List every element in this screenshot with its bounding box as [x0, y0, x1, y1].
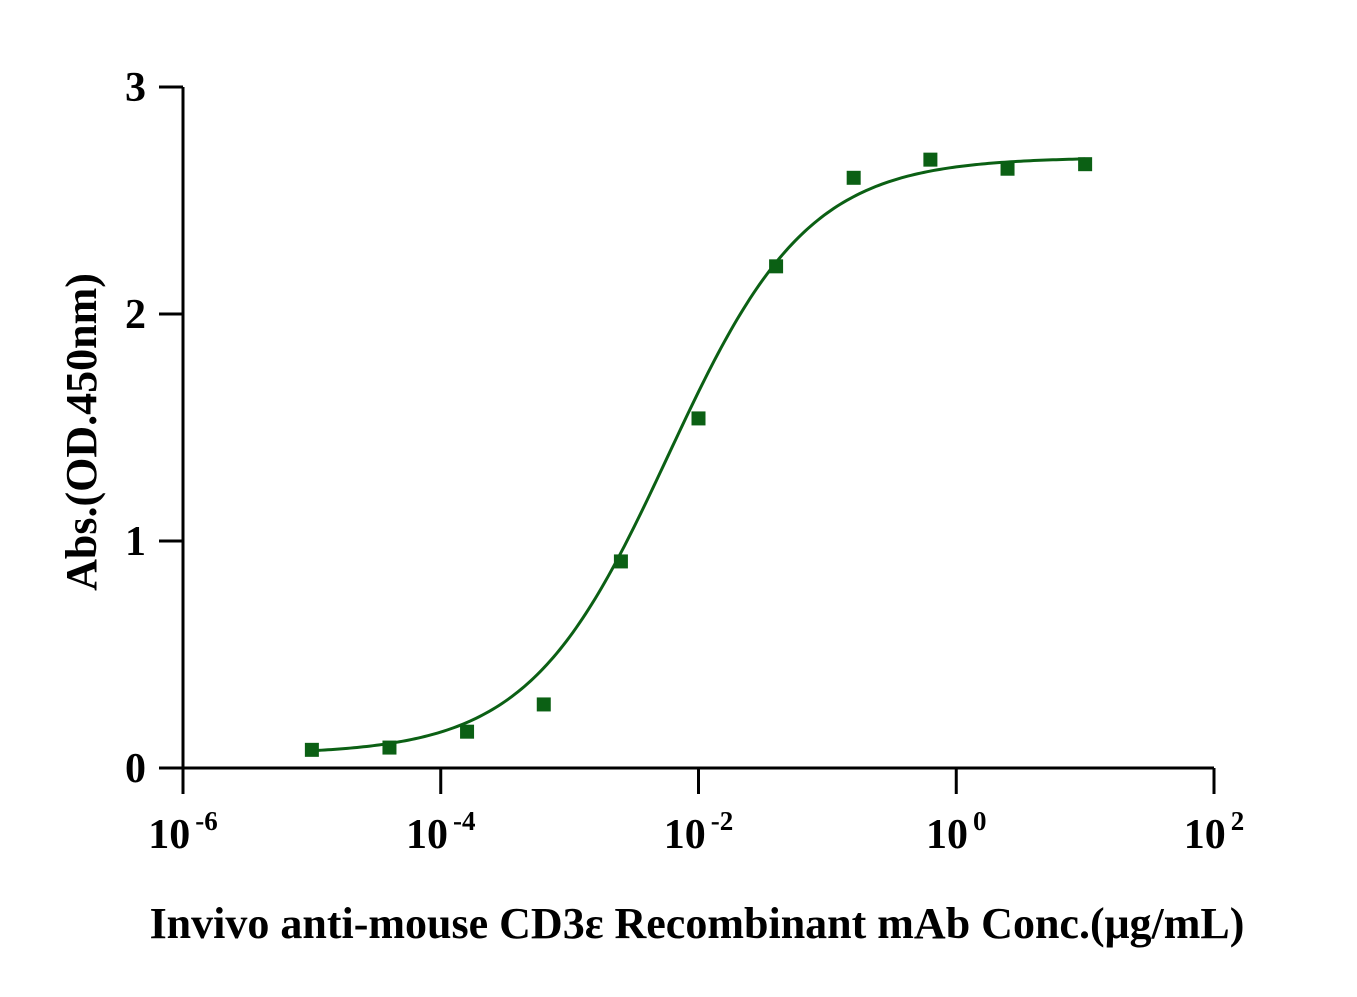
- x-tick-exponent: -6: [195, 806, 218, 836]
- x-tick-label: 10 -2: [664, 806, 734, 858]
- x-tick-exponent: -2: [711, 806, 734, 836]
- data-point: [691, 411, 706, 426]
- x-tick-label: 10 -4: [406, 806, 476, 858]
- data-point: [460, 724, 475, 739]
- plot-area: [304, 152, 1093, 757]
- y-tick-label: 0: [125, 746, 146, 792]
- data-point: [1000, 161, 1015, 176]
- x-tick-base: 10: [406, 812, 448, 858]
- x-tick-base: 10: [1184, 812, 1226, 858]
- y-tick-label: 1: [125, 519, 146, 565]
- x-tick-exponent: 0: [973, 806, 987, 836]
- data-point: [846, 170, 861, 185]
- y-tick-label: 3: [125, 65, 146, 111]
- data-point: [1078, 157, 1093, 172]
- x-tick-exponent: 2: [1231, 806, 1245, 836]
- x-axis-title: Invivo anti-mouse CD3ε Recombinant mAb C…: [150, 899, 1245, 948]
- x-tick-label: 10 0: [926, 806, 987, 858]
- x-tick-exponent: -4: [453, 806, 476, 836]
- x-axis-ticks: 10 -6 10 -4 10 -2 10 0 10 2: [148, 768, 1244, 858]
- data-point: [923, 152, 938, 167]
- x-tick-base: 10: [664, 812, 706, 858]
- data-point: [536, 697, 551, 712]
- y-tick-label: 2: [125, 292, 146, 338]
- y-axis-ticks: 0 1 2 3: [125, 65, 183, 792]
- x-tick-base: 10: [926, 812, 968, 858]
- y-axis-title: Abs.(OD.450nm): [57, 273, 106, 591]
- data-point: [769, 259, 784, 274]
- x-tick-label: 10 -6: [148, 806, 218, 858]
- x-tick-label: 10 2: [1184, 806, 1245, 858]
- data-point: [613, 554, 628, 569]
- fit-curve: [311, 157, 1086, 753]
- data-point: [304, 742, 319, 757]
- data-point: [382, 740, 397, 755]
- x-tick-base: 10: [148, 812, 190, 858]
